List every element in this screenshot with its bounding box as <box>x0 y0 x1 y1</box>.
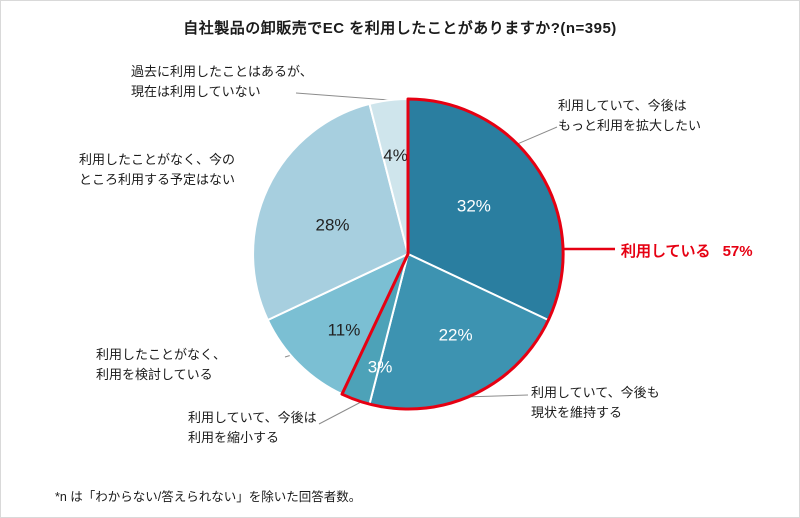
slice-pct-5: 4% <box>383 146 408 165</box>
highlight-outline <box>340 97 565 411</box>
slice-label-no-plan: 利用したことがなく、今の ところ利用する予定はない <box>79 152 236 188</box>
highlight-value: 57% <box>722 243 753 260</box>
pie-slice-4 <box>252 102 409 321</box>
slice-pct-4: 28% <box>315 216 349 235</box>
slice-label-considering: 利用したことがなく、 利用を検討している <box>96 347 227 383</box>
pie-slice-3 <box>266 253 409 396</box>
leader-line-past <box>295 92 390 101</box>
leader-line-maintain <box>463 394 529 398</box>
slice-label-expand: 利用していて、今後は もっと利用を拡大したい <box>558 98 702 134</box>
slice-pct-3: 11% <box>328 321 361 340</box>
slice-pct-0: 32% <box>457 196 491 215</box>
highlight-label: 利用している 57% <box>621 240 753 261</box>
highlight-label-text: 利用している <box>621 243 711 260</box>
slice-label-reduce: 利用していて、今後は 利用を縮小する <box>188 410 317 446</box>
leader-line-reduce <box>318 401 362 425</box>
chart-title: 自社製品の卸販売でEC を利用したことがありますか?(n=395) <box>183 20 617 37</box>
footnote: *n は「わからない/答えられない」を除いた回答者数。 <box>55 490 362 504</box>
slice-pct-1: 22% <box>439 326 473 345</box>
slice-label-past: 過去に利用したことはあるが、 現在は利用していない <box>131 64 313 100</box>
slice-label-maintain: 利用していて、今後も 現状を維持する <box>531 385 660 421</box>
pie-slices: 32% 22% 3% 11% 28% 4% <box>252 97 565 411</box>
slice-pct-2: 3% <box>368 357 393 376</box>
